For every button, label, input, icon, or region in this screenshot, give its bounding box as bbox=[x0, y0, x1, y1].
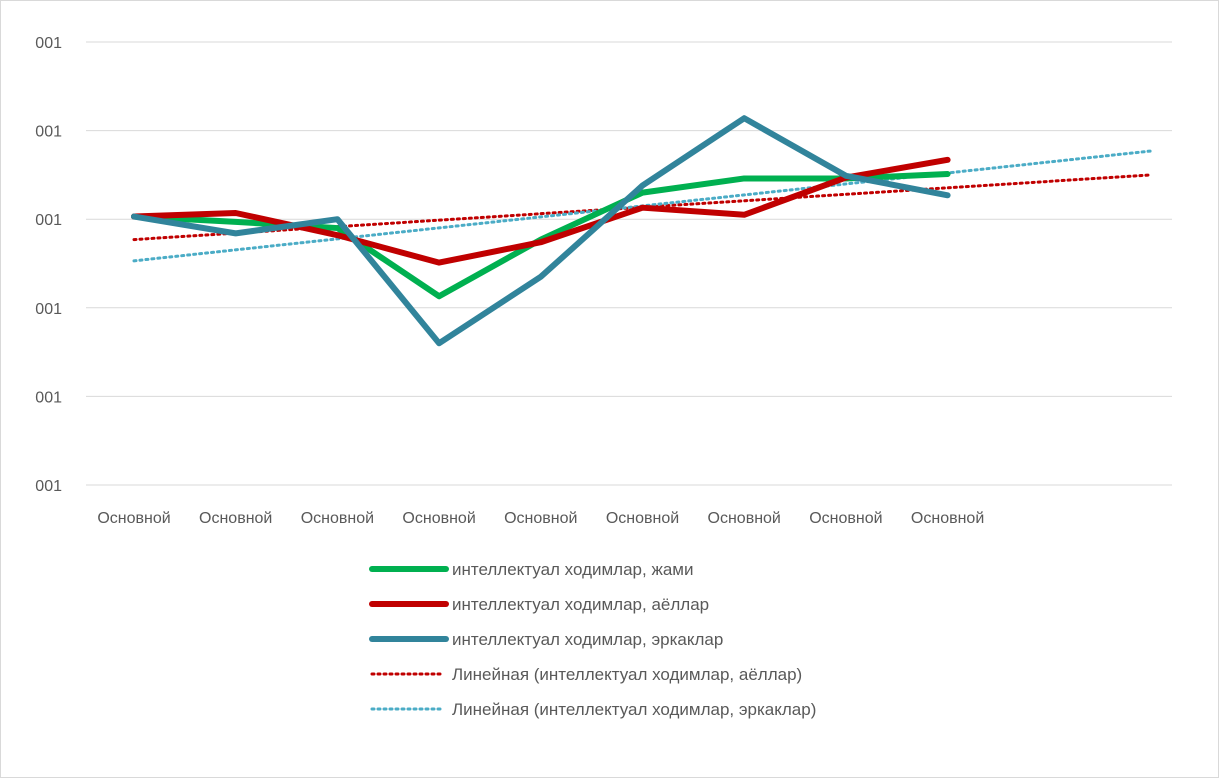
legend-label: интеллектуал ходимлар, жами bbox=[452, 560, 693, 579]
y-tick-label: 001 bbox=[35, 301, 62, 318]
x-tick-label: Основной bbox=[199, 510, 272, 527]
x-tick-label: Основной bbox=[606, 510, 679, 527]
legend-label: Линейная (интеллектуал ходимлар, аёллар) bbox=[452, 665, 802, 684]
x-tick-label: Основной bbox=[97, 510, 170, 527]
series-line bbox=[131, 115, 951, 347]
x-tick-label: Основной bbox=[809, 510, 882, 527]
y-tick-label: 001 bbox=[35, 124, 62, 141]
y-tick-label: 001 bbox=[35, 478, 62, 495]
y-tick-label: 001 bbox=[35, 35, 62, 52]
x-tick-label: Основной bbox=[301, 510, 374, 527]
legend-label: интеллектуал ходимлар, аёллар bbox=[452, 595, 709, 614]
series-line bbox=[131, 156, 951, 266]
x-tick-label: Основной bbox=[504, 510, 577, 527]
x-tick-label: Основной bbox=[708, 510, 781, 527]
x-tick-label: Основной bbox=[911, 510, 984, 527]
legend-label: интеллектуал ходимлар, эркаклар bbox=[452, 630, 723, 649]
x-tick-label: Основной bbox=[402, 510, 475, 527]
legend-label: Линейная (интеллектуал ходимлар, эркакла… bbox=[452, 700, 816, 719]
y-tick-label: 001 bbox=[35, 389, 62, 406]
y-tick-label: 001 bbox=[35, 212, 62, 229]
